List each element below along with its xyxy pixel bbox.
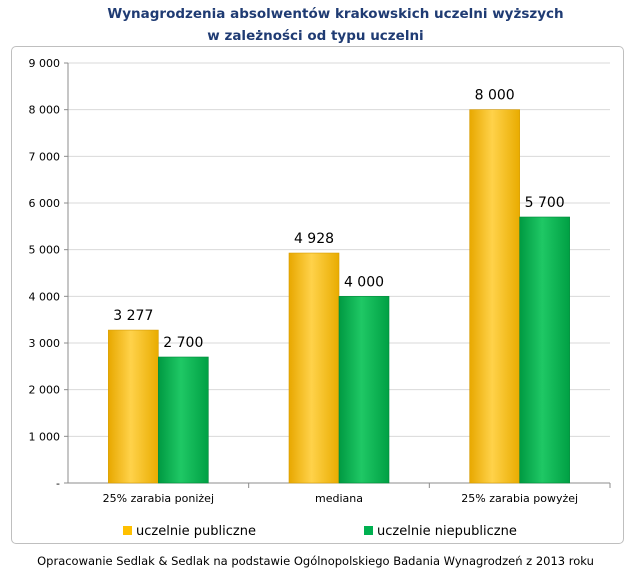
bar-0-0 [108, 329, 159, 484]
bar-1-1 [338, 296, 390, 484]
y-tick-label-1: 1 000 [29, 430, 61, 443]
y-tick-label-6: 6 000 [29, 197, 61, 210]
data-label-2-1: 5 700 [525, 195, 565, 211]
legend-label-public: uczelnie publiczne [136, 524, 256, 539]
x-tick-label-2: 25% zarabia powyżej [461, 492, 578, 505]
data-label-2-0: 8 000 [475, 88, 515, 104]
legend-swatch-public [123, 526, 132, 535]
legend-label-private: uczelnie niepubliczne [377, 524, 517, 539]
bar-2-1 [519, 216, 570, 484]
y-tick-label-4: 4 000 [29, 290, 61, 303]
data-label-1-0: 4 928 [294, 231, 334, 247]
y-tick-label-5: 5 000 [29, 244, 61, 257]
y-tick-label-0: - [56, 477, 60, 490]
bar-1-0 [288, 252, 340, 484]
legend-swatch-private [364, 526, 373, 535]
data-label-1-1: 4 000 [344, 274, 384, 290]
bar-2-0 [469, 109, 520, 484]
y-tick-label-3: 3 000 [29, 337, 61, 350]
y-tick-label-8: 8 000 [29, 104, 61, 117]
x-tick-label-1: mediana [315, 492, 363, 505]
source-note: Opracowanie Sedlak & Sedlak na podstawie… [37, 554, 594, 568]
data-label-0-1: 2 700 [163, 335, 203, 351]
chart-title-line-1: Wynagrodzenia absolwentów krakowskich uc… [107, 6, 564, 22]
y-tick-label-9: 9 000 [29, 57, 61, 70]
legend-item-public: uczelnie publiczne [123, 524, 256, 539]
y-tick-label-2: 2 000 [29, 384, 61, 397]
y-tick-label-7: 7 000 [29, 150, 61, 163]
data-label-0-0: 3 277 [113, 308, 153, 324]
legend-item-private: uczelnie niepubliczne [364, 524, 517, 539]
chart-frame [11, 46, 624, 544]
chart-title-line-2: w zależności od typu uczelni [207, 28, 424, 44]
bar-0-1 [158, 356, 209, 484]
x-tick-label-0: 25% zarabia poniżej [103, 492, 214, 505]
